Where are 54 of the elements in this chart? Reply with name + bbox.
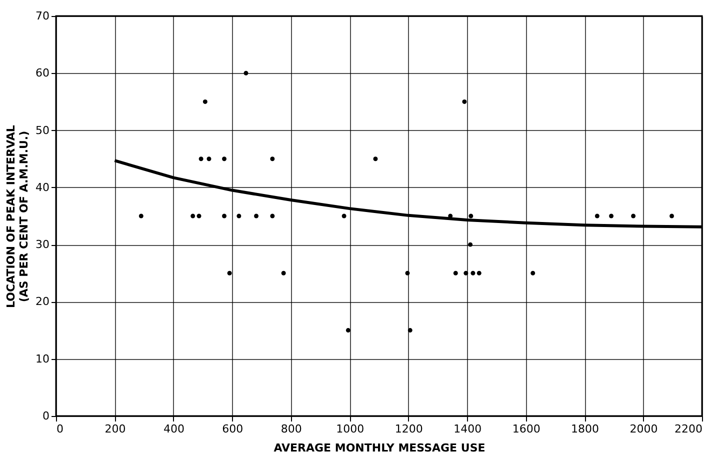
y-tick-label: 70 bbox=[36, 10, 50, 22]
point bbox=[206, 156, 212, 162]
y-tick-label: 20 bbox=[36, 295, 50, 308]
x-tick-label: 400 bbox=[163, 422, 184, 436]
y-tick-label: 30 bbox=[36, 238, 50, 252]
x-tick-label: 1600 bbox=[512, 422, 540, 436]
point bbox=[468, 214, 474, 218]
point bbox=[470, 270, 476, 276]
x-tick-label: 1200 bbox=[394, 422, 423, 436]
x-tick-label: 0 bbox=[56, 422, 64, 436]
y-tick-label: 50 bbox=[36, 124, 50, 137]
point bbox=[270, 214, 275, 218]
point bbox=[462, 99, 467, 104]
point bbox=[373, 156, 378, 162]
x-axis-title: AVERAGE MONTHLY MESSAGE USE bbox=[274, 442, 486, 454]
point bbox=[190, 214, 196, 218]
x-tick-label: 2000 bbox=[630, 422, 658, 436]
y-axis-title: LOCATION OF PEAK INTERVAL (AS PER CENT OF A.M.M.U.) bbox=[4, 125, 31, 308]
y-tick-label: 40 bbox=[36, 180, 50, 194]
point bbox=[464, 270, 468, 276]
x-tick-label: 2200 bbox=[674, 422, 702, 436]
point bbox=[670, 214, 674, 218]
point bbox=[405, 270, 410, 276]
y-tick-label: 0 bbox=[42, 410, 50, 422]
point bbox=[254, 214, 258, 218]
point bbox=[408, 328, 412, 333]
point bbox=[244, 70, 248, 76]
point bbox=[609, 214, 614, 218]
point bbox=[222, 156, 226, 162]
point bbox=[281, 270, 286, 276]
point bbox=[594, 214, 600, 218]
point bbox=[453, 270, 458, 276]
point bbox=[270, 156, 275, 162]
point bbox=[346, 328, 350, 333]
x-tick-label: 1400 bbox=[454, 422, 482, 436]
point bbox=[202, 99, 208, 104]
point bbox=[631, 214, 636, 218]
x-tick-label: 1800 bbox=[571, 422, 600, 436]
point bbox=[476, 270, 482, 276]
x-tick-label: 800 bbox=[280, 422, 302, 436]
x-tick-label: 600 bbox=[222, 422, 244, 436]
point bbox=[342, 214, 346, 218]
x-tick-label: 200 bbox=[104, 422, 126, 436]
point bbox=[468, 242, 473, 247]
point bbox=[138, 214, 144, 218]
point bbox=[227, 270, 232, 276]
y-tick-label: 10 bbox=[36, 352, 50, 366]
x-tick-label: 1000 bbox=[336, 422, 364, 436]
point bbox=[236, 214, 242, 218]
y-tick-label: 60 bbox=[36, 66, 50, 80]
point bbox=[530, 270, 536, 276]
point bbox=[222, 214, 226, 218]
point bbox=[196, 214, 202, 218]
point bbox=[198, 156, 204, 162]
